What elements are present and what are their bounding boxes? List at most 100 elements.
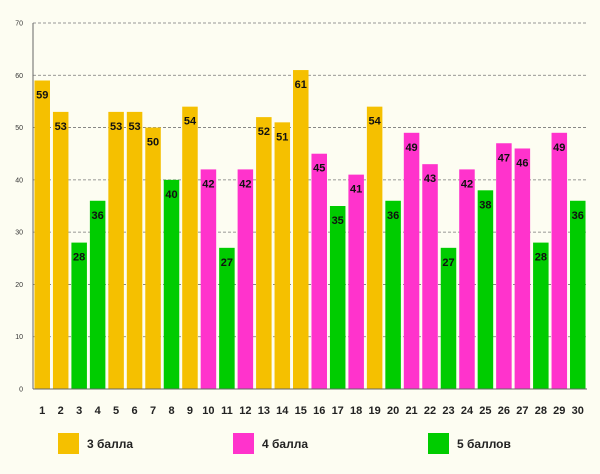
x-tick-label: 28 [535, 405, 547, 417]
x-tick-label: 6 [132, 405, 138, 417]
data-label: 49 [405, 142, 417, 154]
x-tick-label: 20 [387, 405, 399, 417]
data-label: 51 [276, 131, 288, 143]
bar [89, 200, 106, 389]
x-tick-label: 2 [58, 405, 64, 417]
data-label: 54 [184, 116, 197, 128]
grid-lines [33, 22, 587, 338]
y-axis: 0 10 20 30 40 50 60 70 [15, 21, 34, 394]
bar [551, 132, 568, 390]
bar [71, 242, 87, 389]
x-tick-label: 18 [350, 405, 362, 417]
legend-swatch [428, 433, 449, 454]
bar [329, 206, 346, 389]
bar [533, 242, 549, 389]
x-tick-label: 23 [442, 405, 454, 417]
data-label: 42 [461, 178, 473, 190]
data-label: 27 [221, 257, 233, 269]
bar [34, 80, 50, 389]
bar [348, 174, 364, 389]
data-label: 38 [479, 199, 491, 211]
x-tick-label: 8 [168, 405, 174, 417]
x-tick-label: 24 [461, 405, 474, 417]
legend-label: 5 баллов [457, 437, 511, 451]
x-tick-label: 17 [332, 405, 344, 417]
data-label: 47 [498, 152, 510, 164]
legend: 3 балла 4 балла 5 баллов [58, 433, 511, 454]
x-tick-label: 21 [405, 405, 417, 417]
data-label: 28 [535, 252, 547, 264]
data-label: 61 [295, 79, 307, 91]
x-tick-label: 11 [221, 405, 233, 417]
data-label: 28 [73, 252, 85, 264]
legend-swatch [58, 433, 79, 454]
data-label: 49 [553, 142, 565, 154]
y-tick-label: 20 [15, 282, 23, 289]
x-tick-label: 12 [239, 405, 251, 417]
data-label: 42 [202, 178, 214, 190]
x-tick-label: 27 [516, 405, 528, 417]
x-tick-label: 4 [95, 405, 102, 417]
bar [200, 169, 217, 389]
x-tick-label: 1 [39, 405, 45, 417]
bars: 59 53 28 36 53 53 50 40 54 42 27 42 52 51 61 45 35 41 54 36… [34, 70, 586, 390]
y-tick-label: 40 [15, 177, 23, 184]
bar [52, 111, 69, 389]
y-tick-label: 60 [15, 73, 23, 80]
x-tick-label: 3 [76, 405, 82, 417]
data-label: 43 [424, 173, 436, 185]
y-tick-label: 50 [15, 125, 23, 132]
bar [403, 132, 420, 390]
bar [145, 127, 161, 390]
data-label: 50 [147, 137, 159, 149]
bar [477, 190, 494, 389]
data-label: 36 [387, 210, 399, 222]
bar [163, 179, 180, 389]
bar [126, 111, 143, 389]
data-label: 36 [572, 210, 584, 222]
bar [274, 122, 291, 389]
data-label: 53 [128, 121, 140, 133]
data-label: 54 [369, 116, 382, 128]
bar [496, 143, 512, 389]
x-tick-label: 5 [113, 405, 119, 417]
bar [293, 70, 309, 390]
x-tick-label: 30 [572, 405, 584, 417]
bar [182, 106, 198, 390]
x-tick-label: 15 [295, 405, 307, 417]
x-tick-label: 10 [202, 405, 214, 417]
bar [237, 169, 254, 389]
data-label: 35 [332, 215, 344, 227]
data-label: 27 [442, 257, 454, 269]
data-label: 41 [350, 184, 362, 196]
bar [422, 164, 438, 389]
bar [459, 169, 475, 389]
data-label: 42 [239, 178, 251, 190]
x-tick-label: 26 [498, 405, 510, 417]
x-tick-label: 16 [313, 405, 325, 417]
bar [256, 117, 272, 389]
y-tick-label: 70 [15, 21, 23, 28]
x-axis: 1 2 3 4 5 6 7 8 9 10 11 12 13 14 15 16 17 18 19 20 21 22 23 24 2… [33, 388, 587, 417]
bar [440, 247, 457, 389]
y-tick-label: 0 [19, 387, 23, 394]
bar [570, 200, 586, 389]
legend-label: 4 балла [262, 437, 308, 451]
bar [514, 148, 531, 389]
bar [219, 247, 235, 389]
data-label: 40 [165, 189, 177, 201]
data-label: 36 [92, 210, 104, 222]
bar [385, 200, 401, 389]
y-tick-label: 30 [15, 230, 23, 237]
legend-label: 3 балла [87, 437, 133, 451]
x-tick-label: 13 [258, 405, 270, 417]
data-label: 59 [36, 90, 48, 102]
data-label: 46 [516, 157, 528, 169]
x-tick-label: 7 [150, 405, 156, 417]
x-tick-label: 25 [479, 405, 491, 417]
data-label: 52 [258, 126, 270, 138]
bar [311, 153, 327, 389]
data-label: 45 [313, 163, 325, 175]
bar [108, 111, 124, 389]
